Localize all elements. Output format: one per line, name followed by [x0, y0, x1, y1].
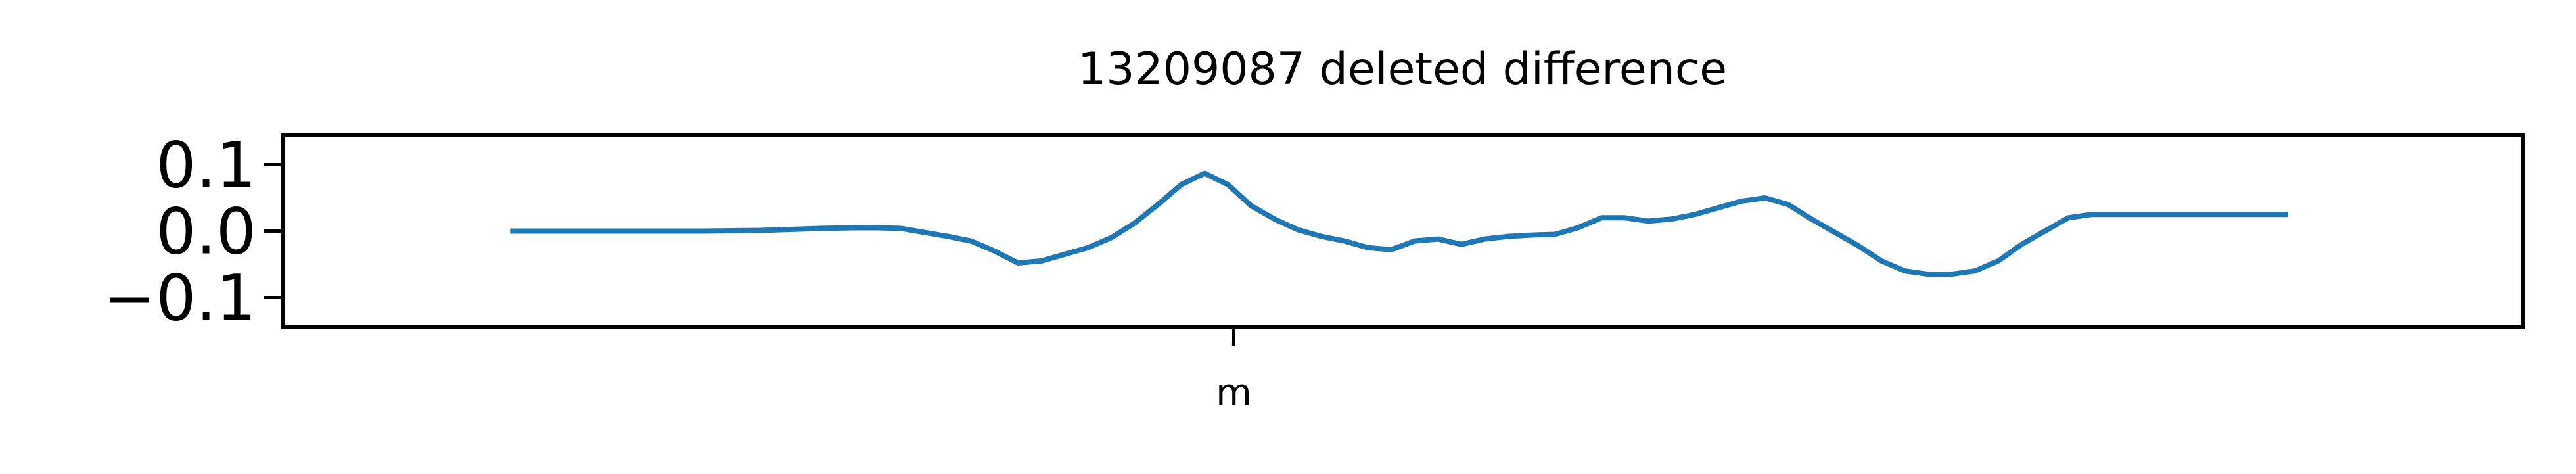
y-tick-label: 0.1 [156, 128, 256, 202]
plot-frame [281, 133, 2525, 329]
y-tick-label: 0.0 [156, 195, 256, 269]
y-tick-label: −0.1 [103, 262, 256, 335]
x-axis-ticks: m [1216, 327, 1252, 414]
x-tick-label: m [1216, 371, 1252, 414]
series-line [510, 170, 2288, 277]
y-axis-ticks: 0.10.0−0.1 [103, 128, 283, 335]
chart-title: 13209087 deleted difference [1078, 43, 1727, 95]
series-layer [510, 170, 2288, 277]
